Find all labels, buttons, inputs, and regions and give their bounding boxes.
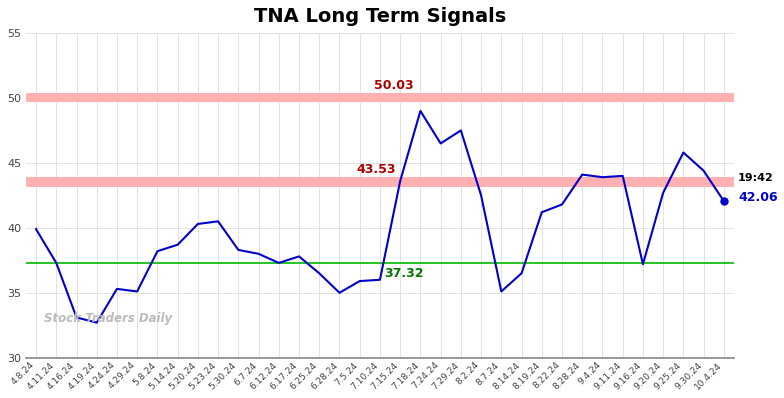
Text: 19:42: 19:42 <box>738 173 774 183</box>
Text: 42.06: 42.06 <box>738 191 778 204</box>
Text: 43.53: 43.53 <box>356 162 396 176</box>
Title: TNA Long Term Signals: TNA Long Term Signals <box>254 7 506 26</box>
Bar <box>26 178 734 187</box>
Text: Stock Traders Daily: Stock Traders Daily <box>44 312 172 325</box>
Text: 37.32: 37.32 <box>384 267 423 279</box>
Text: 50.03: 50.03 <box>374 79 414 92</box>
Bar <box>26 93 734 102</box>
